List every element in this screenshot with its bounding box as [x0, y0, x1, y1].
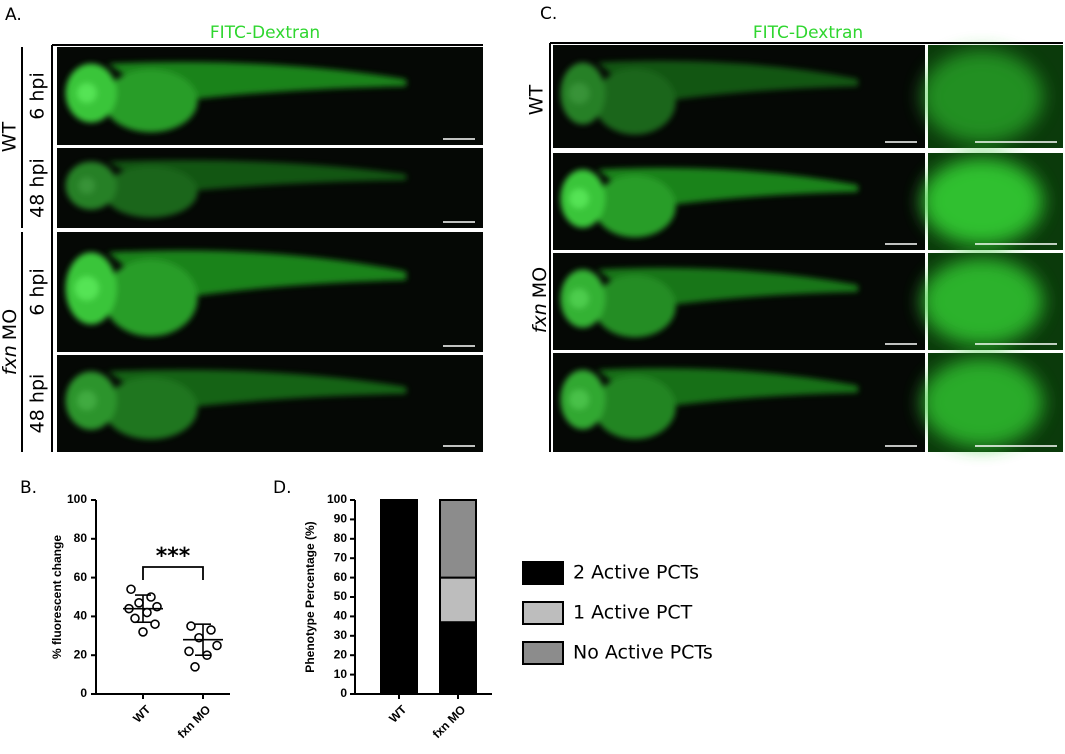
y-tick-label: 40	[334, 609, 348, 623]
timepoint-label: 6 hpi	[27, 268, 49, 316]
group-label: fxn MO	[529, 267, 551, 333]
embryo-eye	[569, 288, 589, 309]
tissue-glow	[921, 50, 1043, 143]
timepoint-label: 48 hpi	[27, 374, 49, 434]
embryo-eye	[569, 389, 589, 410]
y-tick-label: 30	[334, 628, 348, 642]
data-point	[126, 584, 136, 595]
y-tick-label: 70	[334, 550, 348, 564]
panel-label: C.	[540, 4, 557, 24]
panel-label: D.	[273, 478, 292, 498]
embryo	[560, 368, 859, 440]
y-tick-label: 20	[334, 647, 348, 661]
y-tick-label: 100	[67, 492, 87, 506]
data-point	[142, 607, 152, 618]
tissue-glow	[921, 357, 1043, 448]
group-suffix: MO	[0, 309, 21, 340]
embryo-yolk	[593, 375, 676, 440]
embryo-yolk	[593, 68, 676, 135]
tissue-glow	[921, 257, 1043, 346]
significance-label: ***	[156, 544, 191, 569]
group-suffix: MO	[529, 267, 551, 298]
panel-title: FITC-Dextran	[753, 23, 863, 43]
gene-name: fxn	[529, 303, 551, 333]
embryo-yolk	[103, 259, 198, 337]
data-point	[212, 640, 222, 651]
x-tick-label: fxn MO	[175, 702, 214, 741]
data-point	[152, 601, 162, 612]
data-point	[150, 619, 160, 629]
y-tick-label: 50	[334, 589, 348, 603]
embryo-yolk	[593, 275, 676, 338]
embryo-yolk	[103, 166, 198, 218]
embryo	[560, 60, 859, 135]
gene-name: fxn	[0, 345, 21, 375]
data-point	[138, 627, 148, 637]
bar-segment	[380, 499, 418, 695]
bar-segment	[439, 499, 477, 579]
data-point	[190, 662, 200, 672]
legend-label: 2 Active PCTs	[573, 562, 699, 584]
data-point	[194, 632, 204, 643]
data-point	[130, 613, 140, 624]
y-axis-label: % fluorescent change	[50, 535, 64, 659]
group-label: fxn MO	[0, 309, 21, 375]
y-tick-label: 90	[334, 512, 348, 526]
data-point	[184, 646, 194, 657]
embryo-eye	[74, 276, 99, 301]
embryo	[65, 160, 407, 218]
embryo	[65, 250, 407, 337]
data-point	[146, 592, 156, 602]
legend-label: 1 Active PCT	[573, 602, 693, 624]
x-tick-label: WT	[130, 702, 154, 726]
legend-swatch	[522, 641, 564, 665]
embryo-eye	[77, 390, 97, 411]
x-tick-label: WT	[386, 702, 410, 726]
embryo	[560, 267, 859, 338]
embryo-eye	[568, 83, 590, 104]
y-tick-label: 60	[334, 570, 348, 584]
y-tick-label: 40	[74, 609, 88, 623]
y-tick-label: 0	[340, 686, 347, 700]
legend-label: No Active PCTs	[573, 642, 713, 664]
embryo	[65, 369, 407, 440]
y-tick-label: 10	[334, 667, 348, 681]
timepoint-label: 48 hpi	[27, 158, 49, 218]
x-tick-label: fxn MO	[430, 702, 469, 741]
bar-segment	[439, 621, 477, 695]
y-tick-label: 0	[80, 686, 87, 700]
tissue-glow	[921, 157, 1043, 246]
y-tick-label: 20	[74, 647, 88, 661]
y-tick-label: 80	[74, 531, 88, 545]
embryo-yolk	[103, 377, 198, 440]
y-axis-label: Phenotype Percentage (%)	[303, 521, 317, 672]
y-tick-label: 60	[74, 570, 88, 584]
embryo	[560, 167, 859, 238]
panel-label: A.	[5, 5, 22, 25]
bar-segment	[439, 576, 477, 624]
embryo-eye	[77, 83, 97, 103]
significance-bracket	[142, 566, 204, 580]
data-point	[134, 598, 144, 608]
panel-label: B.	[20, 478, 37, 498]
group-label: WT	[0, 121, 21, 152]
y-tick-label: 80	[334, 531, 348, 545]
panel-title: FITC-Dextran	[210, 23, 320, 43]
embryo-eye	[78, 177, 95, 194]
legend-swatch	[522, 561, 564, 585]
legend-swatch	[522, 601, 564, 625]
group-label: WT	[526, 84, 548, 115]
data-point	[186, 621, 196, 631]
embryo-eye	[569, 188, 589, 209]
embryo	[65, 62, 407, 133]
data-point	[206, 625, 216, 635]
y-tick-label: 100	[327, 492, 347, 506]
timepoint-label: 6 hpi	[27, 72, 49, 120]
embryo-yolk	[103, 69, 198, 133]
embryo-yolk	[593, 175, 676, 238]
